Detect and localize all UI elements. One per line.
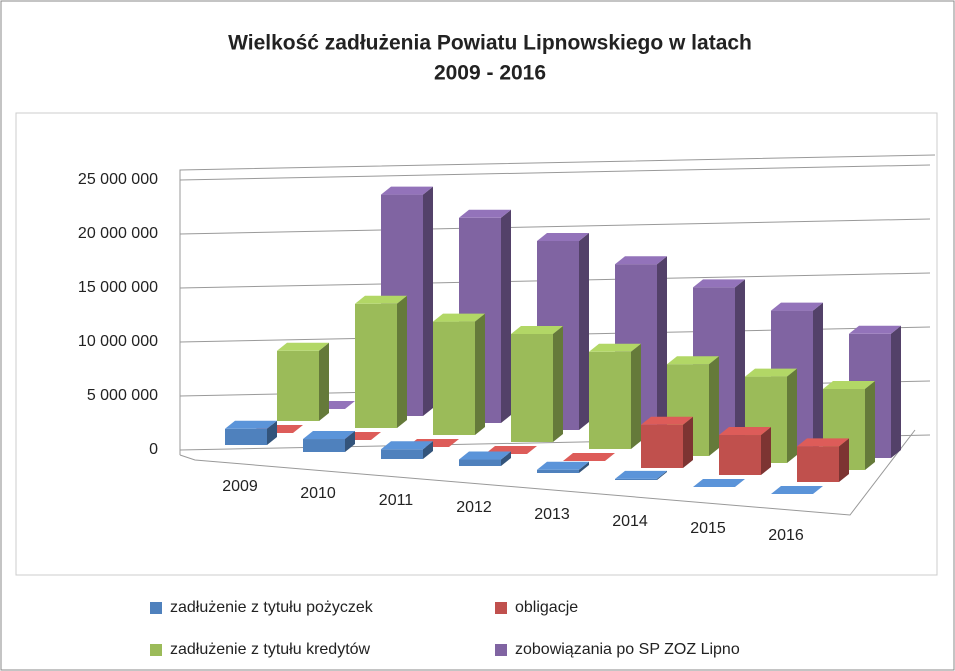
x-tick-label: 2013 <box>534 506 570 523</box>
x-tick-label: 2009 <box>222 478 258 495</box>
legend-swatch <box>150 602 162 614</box>
legend-swatch <box>495 602 507 614</box>
bar-top <box>355 295 407 304</box>
bar-top <box>537 233 589 241</box>
y-tick-label: 10 000 000 <box>78 333 158 350</box>
grid-line <box>179 218 931 235</box>
chart-title: 2009 - 2016 <box>434 62 546 85</box>
bar-side <box>891 325 901 458</box>
x-tick-label: 2014 <box>612 513 648 530</box>
bar-top <box>277 342 329 351</box>
bar-top <box>433 313 485 322</box>
bar-side <box>319 342 329 421</box>
bar-top <box>303 431 355 440</box>
floor <box>179 429 916 516</box>
bar-side <box>787 368 797 463</box>
bar-side <box>735 279 745 444</box>
bar <box>537 469 579 473</box>
legend-swatch <box>150 644 162 656</box>
bar-side <box>761 427 771 475</box>
bar-side <box>397 295 407 428</box>
bar-top <box>615 470 667 479</box>
bar-side <box>423 441 433 459</box>
legend-label: zadłużenie z tytułu pożyczek <box>170 599 374 616</box>
plot-frame <box>15 112 938 576</box>
bar-top <box>823 381 875 389</box>
grid-line <box>179 164 931 181</box>
bar-side <box>657 256 667 437</box>
bar-top <box>563 453 615 461</box>
bar <box>615 478 657 480</box>
bar-top <box>459 209 511 218</box>
x-tick-label: 2016 <box>768 527 804 544</box>
bar-side <box>423 186 433 416</box>
bar <box>589 351 631 449</box>
x-tick-label: 2010 <box>300 485 336 502</box>
bar-top <box>693 479 745 487</box>
bar <box>225 428 267 445</box>
bar-side <box>579 233 589 430</box>
bar-side <box>709 356 719 456</box>
bar-side <box>631 343 641 449</box>
bar-top <box>381 186 433 195</box>
bar <box>459 459 501 466</box>
bar-top <box>537 461 589 470</box>
bar-top <box>719 427 771 436</box>
bar-side <box>579 461 589 473</box>
bar-side <box>475 313 485 435</box>
bar-top <box>771 486 823 494</box>
bar-side <box>553 326 563 442</box>
x-tick-label: 2015 <box>690 520 726 537</box>
bar <box>797 446 839 482</box>
bar-top <box>797 438 849 447</box>
bar-side <box>501 451 511 466</box>
bar-top <box>771 302 823 311</box>
bar <box>381 449 423 459</box>
wall <box>179 154 936 455</box>
bar-top <box>693 279 745 288</box>
bar <box>277 350 319 421</box>
y-tick-label: 5 000 000 <box>87 387 158 404</box>
bar-top <box>381 441 433 450</box>
bar-side <box>865 381 875 470</box>
bar-top <box>615 256 667 265</box>
bar-side <box>345 431 355 452</box>
x-tick-label: 2011 <box>379 492 414 509</box>
bar-top <box>589 343 641 352</box>
bar <box>303 439 345 452</box>
legend-label: zobowiązania po SP ZOZ Lipno <box>515 641 740 658</box>
bar-top <box>849 325 901 334</box>
bar-top <box>641 416 693 425</box>
y-tick-label: 25 000 000 <box>78 171 158 188</box>
bar-top <box>745 368 797 377</box>
bar-top <box>667 356 719 365</box>
bar <box>641 424 683 468</box>
bar-side <box>657 470 667 480</box>
bar <box>719 435 761 475</box>
legend-swatch <box>495 644 507 656</box>
chart-title: Wielkość zadłużenia Powiatu Lipnowskiego… <box>228 32 752 55</box>
bar-side <box>813 302 823 451</box>
legend-label: zadłużenie z tytułu kredytów <box>170 641 371 658</box>
bar-top <box>459 451 511 460</box>
y-tick-label: 0 <box>149 441 158 458</box>
bar-side <box>683 416 693 468</box>
x-tick-label: 2012 <box>456 499 492 516</box>
bar <box>355 303 397 428</box>
bar-top <box>225 420 277 429</box>
bar-side <box>839 438 849 482</box>
bar <box>511 334 553 442</box>
y-tick-label: 15 000 000 <box>78 279 158 296</box>
bar-top <box>511 326 563 334</box>
legend-label: obligacje <box>515 599 578 616</box>
bar-side <box>501 209 511 423</box>
y-tick-label: 20 000 000 <box>78 225 158 242</box>
bar-side <box>267 420 277 445</box>
bar <box>433 321 475 435</box>
